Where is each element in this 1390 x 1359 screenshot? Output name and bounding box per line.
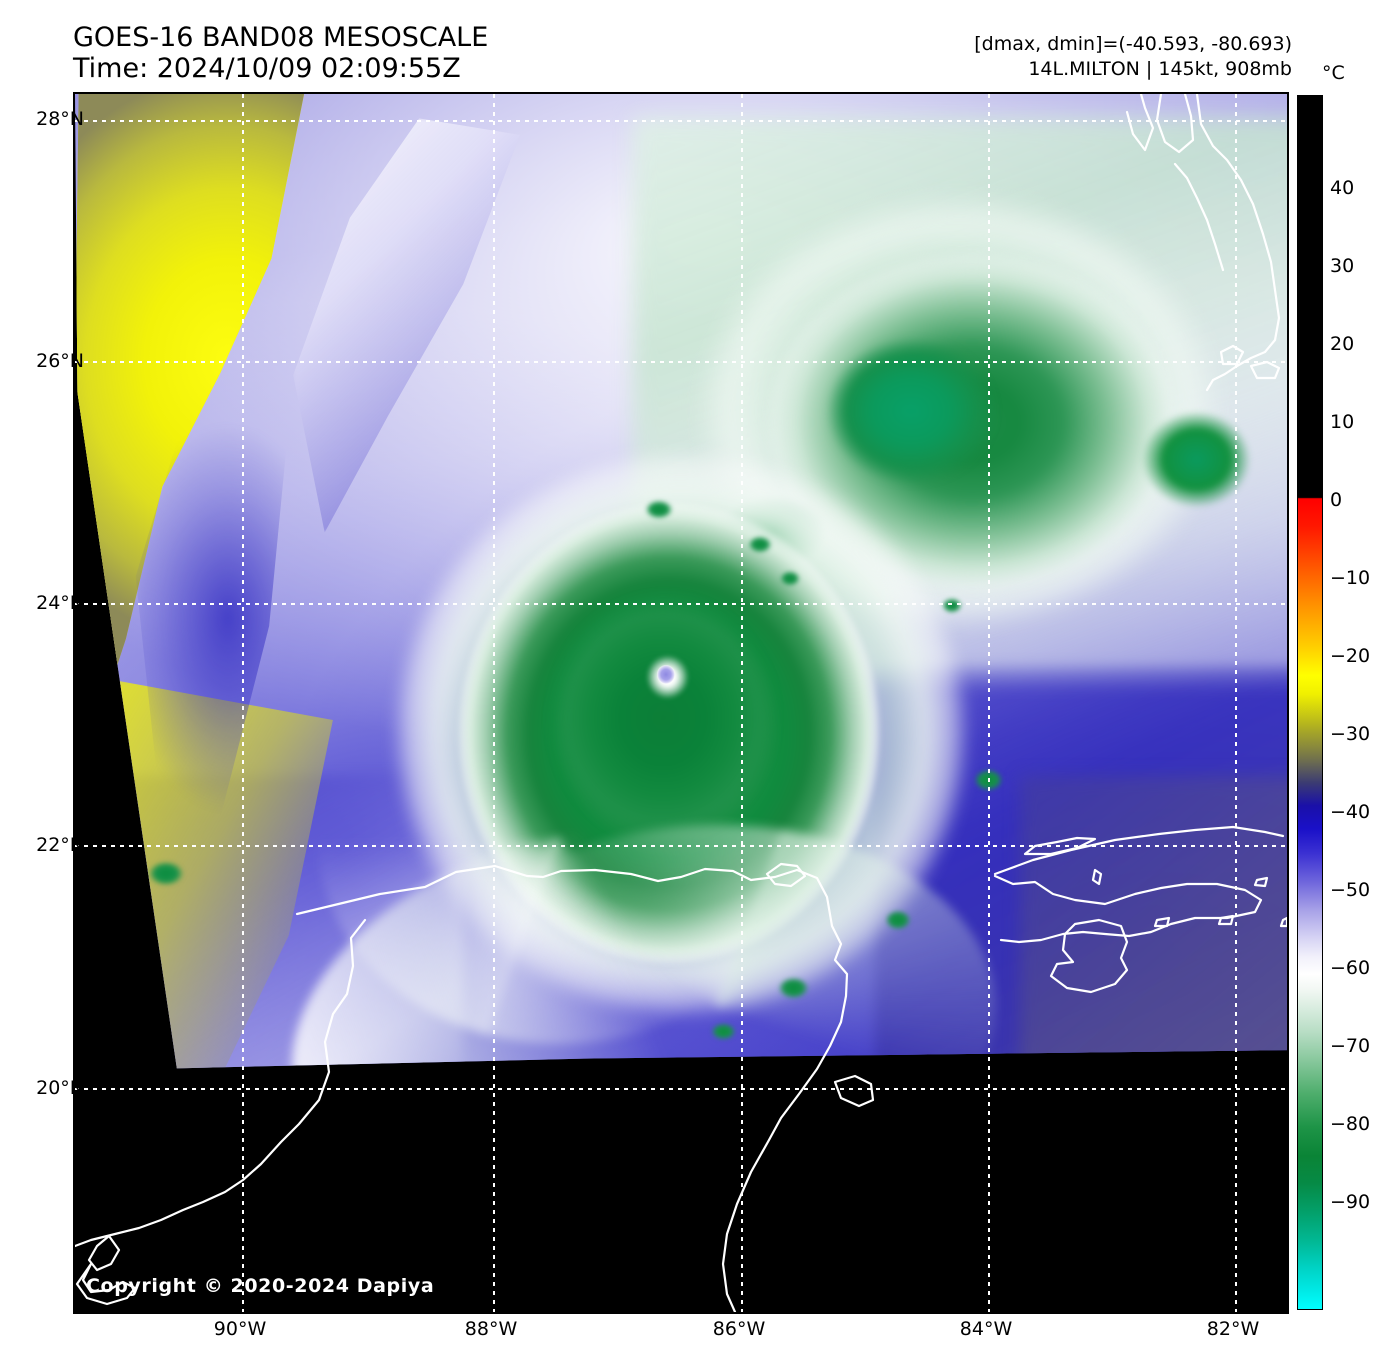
cuba-north-coastline	[993, 825, 1285, 876]
convective-cell	[147, 861, 185, 886]
gridline-lat-24	[75, 603, 1287, 605]
xtick-label: 90°W	[213, 1318, 267, 1340]
convective-cell	[747, 536, 772, 554]
cay	[1253, 876, 1269, 888]
colorbar-tick-label: 20	[1330, 333, 1355, 355]
map-raster	[75, 94, 1287, 1312]
storm-info-label: 14L.MILTON | 145kt, 908mb	[1028, 58, 1292, 80]
yucatan-coastline	[295, 864, 849, 1312]
colorbar-tick-label: 10	[1330, 411, 1355, 433]
copyright-label: Copyright © 2020-2024 Dapiya	[86, 1275, 435, 1297]
gridline-lat-26	[75, 361, 1287, 363]
gridline-lon-88	[493, 94, 495, 1312]
mexico-bay	[87, 1234, 121, 1272]
east-convective-cell	[1141, 410, 1251, 509]
timestamp-label: Time: 2024/10/09 02:09:55Z	[73, 53, 461, 84]
ytick-label: 20°N	[36, 1077, 84, 1099]
satellite-data-swath	[75, 94, 1287, 1069]
convective-cell	[780, 571, 800, 587]
colorbar-tick-label: 0	[1330, 489, 1343, 511]
dmax-dmin-label: [dmax, dmin]=(-40.593, -80.693)	[974, 33, 1292, 55]
gridline-lon-84	[988, 94, 990, 1312]
coastline-overlay	[75, 94, 1287, 1312]
mexico-coastline	[75, 918, 367, 1248]
yucatan-lagoon	[833, 1074, 875, 1108]
convective-cell	[777, 977, 810, 999]
convective-cell	[941, 598, 963, 613]
xtick-label: 82°W	[1206, 1318, 1260, 1340]
cuba-south-coastline	[993, 874, 1263, 944]
gridline-lat-20	[75, 1088, 1287, 1090]
colorbar-tick-label: 40	[1330, 177, 1355, 199]
colorbar-tick-label: −20	[1330, 645, 1371, 667]
colorbar-tick-label: 30	[1330, 255, 1355, 277]
satellite-map-plot[interactable]	[73, 92, 1289, 1314]
ytick-label: 28°N	[36, 108, 84, 130]
florida-keys-2	[1249, 360, 1281, 380]
colorbar-units-label: °C	[1322, 62, 1345, 84]
florida-peninsula-coastline	[1195, 94, 1281, 392]
gridline-lon-82	[1235, 94, 1237, 1312]
mexico-lagoon	[75, 1262, 137, 1306]
colorbar-tick-label: −30	[1330, 723, 1371, 745]
ytick-label: 26°N	[36, 350, 84, 372]
gridline-lat-28	[75, 120, 1287, 122]
florida-west-inlet	[1173, 162, 1225, 272]
convective-cell	[711, 1023, 736, 1041]
southeast-warm-field	[1020, 776, 1287, 1069]
xtick-label: 88°W	[464, 1318, 518, 1340]
hurricane-eye	[656, 665, 675, 684]
cay	[1153, 916, 1171, 928]
gridline-lon-90	[242, 94, 244, 1312]
cay	[1279, 916, 1287, 928]
ytick-label: 22°N	[36, 834, 84, 856]
gridline-lon-86	[741, 94, 743, 1312]
convective-cell	[644, 499, 673, 520]
florida-bay-1	[1125, 94, 1155, 152]
convective-cell	[884, 910, 912, 930]
colorbar-tick-label: −80	[1330, 1113, 1371, 1135]
colorbar-tick-label: −60	[1330, 957, 1371, 979]
temperature-colorbar[interactable]	[1297, 95, 1323, 1310]
cay	[1091, 868, 1103, 886]
cay	[1217, 914, 1235, 926]
florida-bay-2	[1155, 94, 1195, 154]
colorbar-tick-label: −70	[1330, 1035, 1371, 1057]
yucatan-inlet	[765, 862, 807, 888]
xtick-label: 84°W	[959, 1318, 1013, 1340]
ytick-label: 24°N	[36, 592, 84, 614]
colorbar-tick-label: −40	[1330, 801, 1371, 823]
colorbar-tick-label: −90	[1330, 1191, 1371, 1213]
page-title: GOES-16 BAND08 MESOSCALE	[73, 22, 489, 53]
xtick-label: 86°W	[712, 1318, 766, 1340]
colorbar-tick-label: −10	[1330, 567, 1371, 589]
colorbar-tick-label: −50	[1330, 879, 1371, 901]
gridline-lat-22	[75, 845, 1287, 847]
isla-de-la-juventud	[1049, 918, 1129, 994]
